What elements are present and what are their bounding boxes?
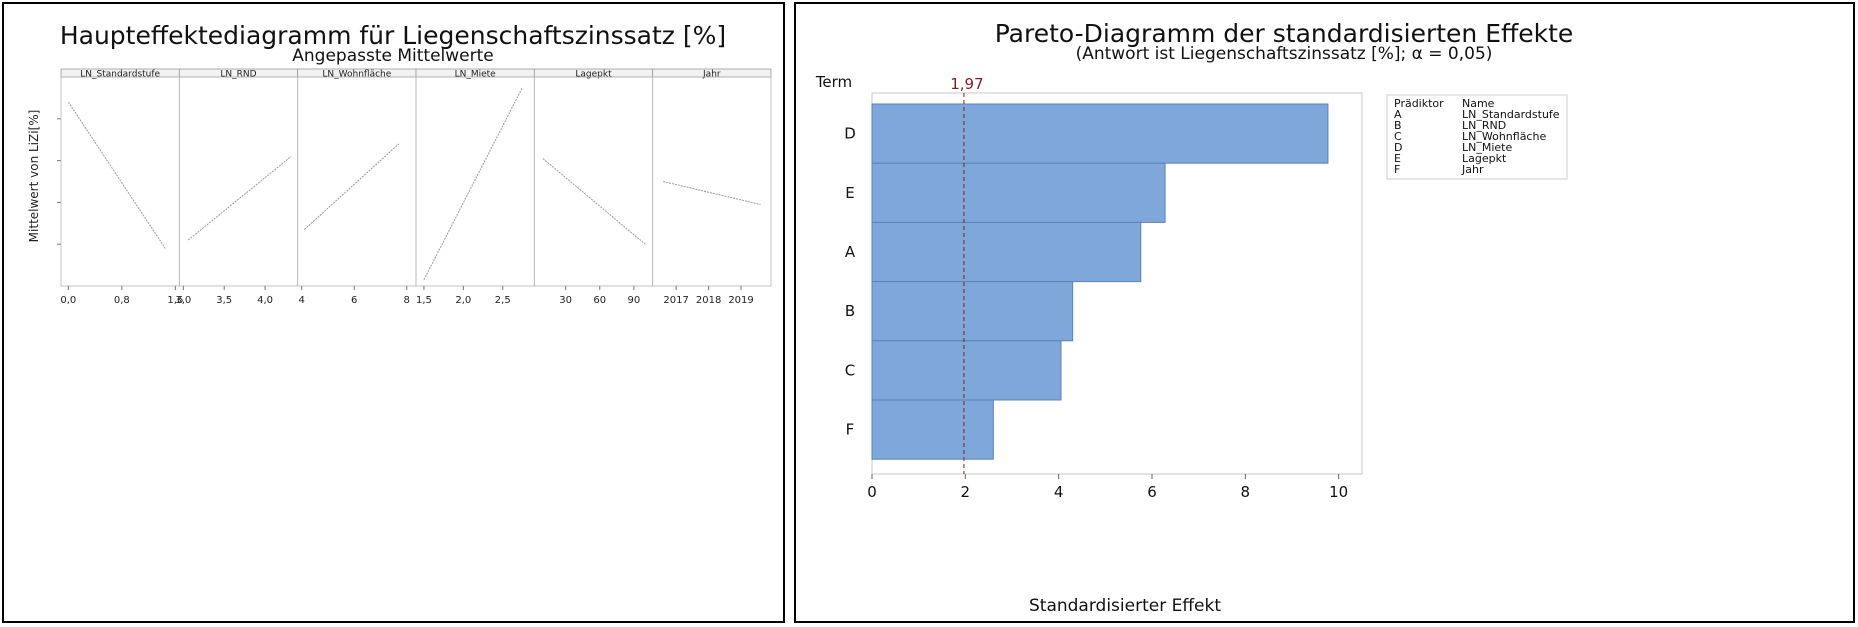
x-tick-label: 1,5 [416,295,432,306]
pareto-title: Pareto-Diagramm der standardisierten Eff… [995,19,1574,48]
pareto-legend: Prädiktor Name A LN_Standardstufe B LN_RND C… [1386,94,1568,180]
x-tick-label: 6 [351,295,357,306]
main-effect-line [423,87,523,280]
legend-name: LN_Wohnfläche [1462,130,1546,143]
x-tick-label: 60 [593,295,606,306]
main-effects-ylabel: Mittelwert von LiZi[%] [27,110,41,243]
main-effect-line [542,158,646,245]
x-tick-label: 2,0 [455,295,471,306]
main-effect-line [663,181,761,205]
panel-frame [415,76,535,287]
panel-frame [533,76,654,287]
x-tick-label: 1,6 [167,295,183,306]
main-effect-line [187,156,292,241]
panel-strip-label: Lagepkt [575,70,612,80]
x-tick-label: 4 [298,295,304,306]
legend-name: Jahr [1461,163,1484,176]
legend-predictor: E [1394,152,1401,165]
x-tick-label: 4,0 [257,295,273,306]
main-effect-line [303,143,400,230]
pareto-bar-a [871,221,1142,283]
term-tick-label: A [845,243,856,261]
pareto-plot-area: D E A B C F 0 2 4 6 8 10 1,97 [844,75,1363,501]
panel-strip-label: LN_RND [220,70,256,80]
pareto-chart: Pareto-Diagramm der standardisierten Eff… [815,19,1574,616]
main-effects-plot-area: LN_Standardstufe 0,0 0,8 1,6 LN_RND 3,0 3,5 4,0… [57,68,772,306]
legend-name: LN_RND [1462,119,1506,132]
pareto-bar-f [871,399,994,460]
legend-predictor: B [1394,119,1402,132]
pareto-panel: Pareto-Diagramm der standardisierten Eff… [794,2,1855,623]
term-tick-label: B [845,302,855,320]
panel-frame [652,76,772,287]
term-tick-label: D [844,125,856,143]
legend-predictor: F [1394,163,1400,176]
legend-name: LN_Miete [1462,141,1512,154]
pareto-bar-b [871,281,1074,342]
legend-name: Lagepkt [1462,152,1507,165]
x-tick-label: 4 [1054,483,1064,501]
pareto-bar-e [871,162,1166,223]
pareto-bar-d [871,103,1329,164]
panel-strip-label: LN_Miete [455,70,497,80]
x-tick-label: 6 [1147,483,1157,501]
legend-header-name: Name [1462,97,1495,110]
pareto-xlabel: Standardisierter Effekt [1029,596,1221,616]
x-tick-label: 2,5 [495,295,511,306]
panel-strip-label: Jahr [702,70,721,80]
main-effects-panel: Haupteffektediagramm für Liegenschaftszi… [2,2,785,623]
x-tick-label: 0 [867,483,877,501]
x-tick-label: 3,0 [175,295,191,306]
x-tick-label: 3,5 [216,295,232,306]
main-effects-subtitle: Angepasste Mittelwerte [292,46,494,66]
term-tick-label: C [845,361,855,379]
panel-frame [178,76,299,287]
x-tick-label: 2018 [696,295,721,306]
x-tick-label: 30 [559,295,572,306]
main-effects-chart: Haupteffektediagramm für Liegenschaftszi… [27,21,772,306]
pareto-term-label: Term [815,73,852,91]
x-tick-label: 10 [1329,483,1348,501]
panel-strip-label: LN_Wohnfläche [322,70,391,80]
term-tick-label: F [846,421,855,439]
legend-frame [1386,94,1568,180]
legend-header-predictor: Prädiktor [1394,97,1444,110]
legend-predictor: C [1394,130,1402,143]
legend-name: LN_Standardstufe [1462,108,1560,121]
main-effects-title: Haupteffektediagramm für Liegenschaftszi… [60,21,726,50]
panel-frame [297,76,417,287]
x-tick-label: 2 [961,483,971,501]
x-tick-label: 0,8 [114,295,130,306]
x-tick-label: 2019 [728,295,753,306]
panel-strip-label: LN_Standardstufe [80,70,160,80]
pareto-bar-c [871,340,1062,401]
x-tick-label: 0,0 [60,295,76,306]
x-tick-label: 90 [628,295,641,306]
critical-value-label: 1,97 [950,75,983,93]
panel-frame [60,76,180,287]
x-tick-label: 8 [404,295,410,306]
legend-predictor: A [1394,108,1402,121]
main-effect-line [67,101,166,249]
x-tick-label: 8 [1241,483,1251,501]
term-tick-label: E [845,184,854,202]
x-tick-label: 2017 [663,295,688,306]
pareto-subtitle: (Antwort ist Liegenschaftszinssatz [%]; … [1076,44,1493,64]
legend-predictor: D [1394,141,1402,154]
